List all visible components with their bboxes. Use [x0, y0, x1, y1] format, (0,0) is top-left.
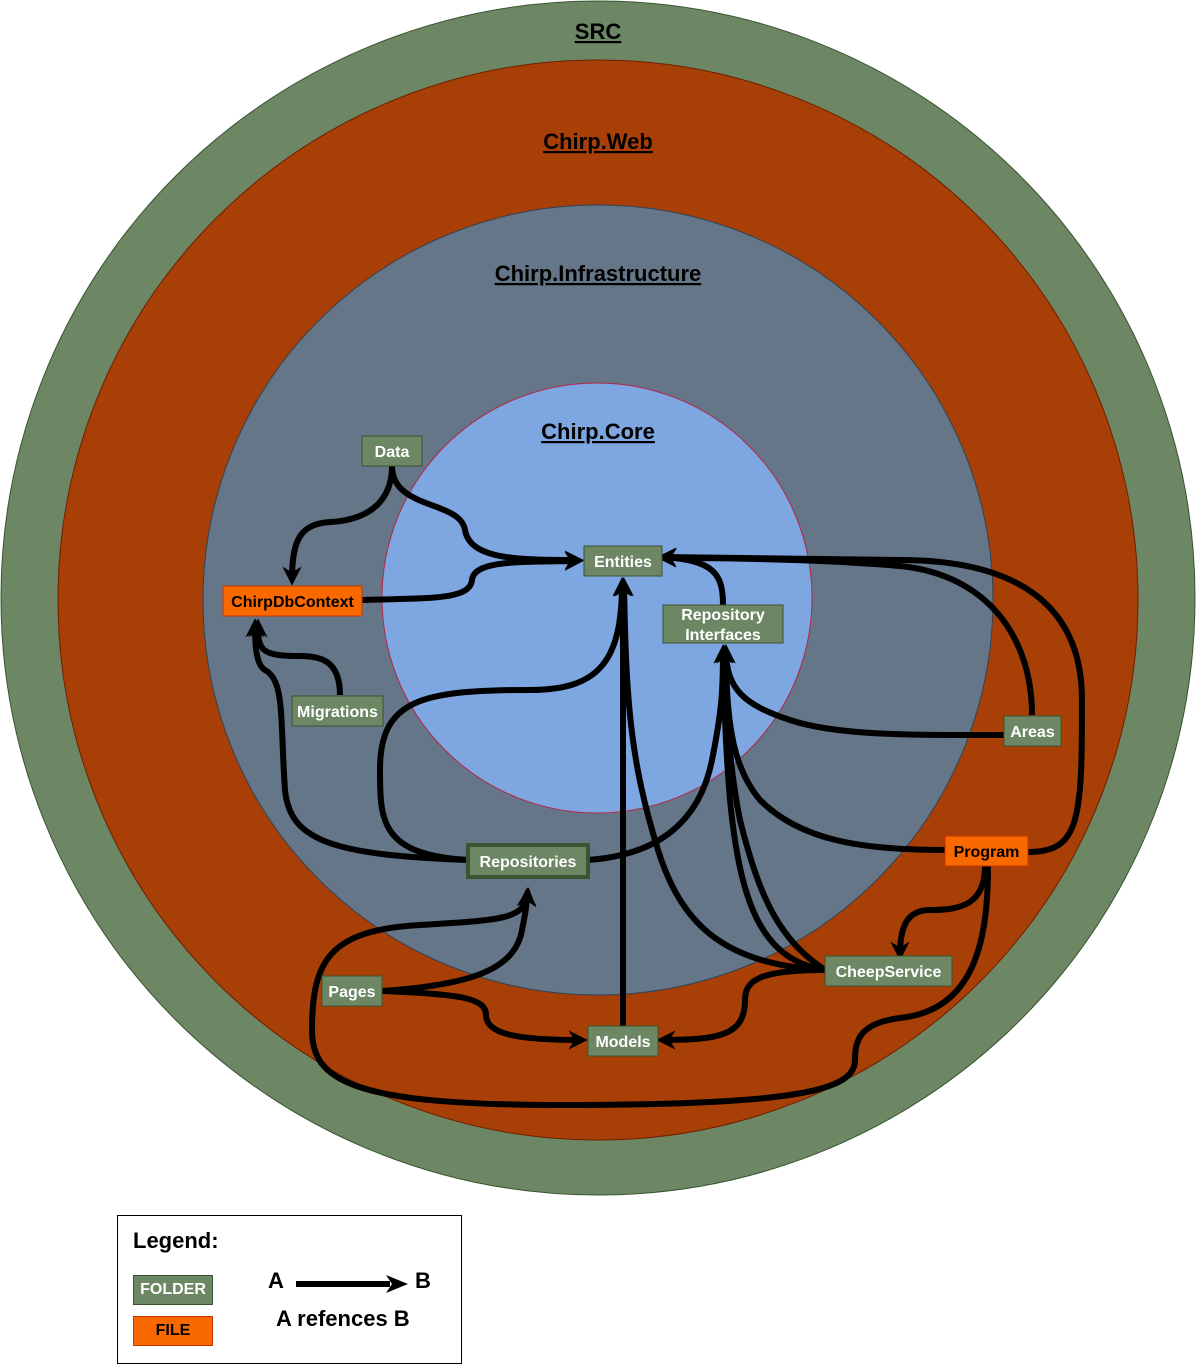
edges [245, 465, 1086, 1109]
ring-label-src: SRC [575, 19, 622, 44]
node-label-repository-interfaces-line2: Interfaces [685, 627, 761, 644]
edge-areas-to-repository-interfaces [716, 644, 1005, 739]
node-areas: Areas [1003, 715, 1062, 747]
ring-label-chirp-web: Chirp.Web [543, 129, 653, 154]
node-label-program: Program [954, 844, 1020, 861]
node-label-data: Data [375, 444, 410, 461]
node-label-repositories: Repositories [480, 854, 577, 871]
legend-arrow-description: A refences B [276, 1306, 410, 1331]
ring-label-chirp-core: Chirp.Core [541, 419, 655, 444]
legend-arrow-to: B [415, 1268, 431, 1293]
legend-arrow-icon [296, 1275, 408, 1293]
node-label-migrations: Migrations [297, 704, 378, 721]
node-data: Data [361, 435, 423, 467]
edge-program-to-cheepservice [890, 865, 988, 961]
node-entities: Entities [583, 545, 663, 577]
node-pages: Pages [321, 975, 383, 1007]
node-label-repository-interfaces-line1: Repository [681, 607, 765, 624]
node-models: Models [587, 1025, 659, 1057]
edge-chirpdbcontext-to-entities [361, 551, 584, 603]
node-label-pages: Pages [328, 984, 375, 1001]
node-label-chirpdbcontext: ChirpDbContext [231, 594, 354, 611]
legend: Legend: FOLDER FILE A B A refences B [117, 1215, 462, 1364]
edge-pages-to-models [381, 988, 588, 1050]
edge-repositories-to-chirpdbcontext [245, 618, 469, 863]
edge-repositories-to-entities [376, 577, 632, 863]
edge-cheepservice-to-repository-interfaces-2 [716, 644, 827, 973]
legend-title: Legend: [133, 1228, 219, 1253]
node-program: Program [944, 835, 1029, 867]
edge-pages-to-repositories [381, 887, 537, 994]
legend-arrow-from: A [268, 1268, 284, 1293]
node-repositories: Repositories [466, 843, 590, 879]
node-label-models: Models [595, 1034, 650, 1051]
node-label-cheepservice: CheepService [836, 964, 942, 981]
node-cheepservice: CheepService [824, 955, 953, 987]
node-label-areas: Areas [1010, 724, 1055, 741]
edge-data-to-chirpdbcontext [282, 465, 395, 586]
node-repository-interfaces: Repository Interfaces [662, 604, 784, 644]
node-label-entities: Entities [594, 554, 652, 571]
node-chirpdbcontext: ChirpDbContext [222, 585, 363, 617]
ring-label-chirp-infrastructure: Chirp.Infrastructure [495, 261, 702, 286]
legend-folder-swatch: FOLDER [133, 1275, 213, 1305]
legend-file-swatch: FILE [133, 1316, 213, 1346]
edge-migrations-to-chirpdbcontext [248, 618, 343, 696]
node-migrations: Migrations [291, 695, 384, 727]
edge-cheepservice-to-entities [614, 577, 826, 973]
edge-program-to-entities [657, 547, 1086, 855]
edge-program-to-repositories [308, 865, 991, 1109]
edge-cheepservice-to-models [656, 967, 826, 1050]
